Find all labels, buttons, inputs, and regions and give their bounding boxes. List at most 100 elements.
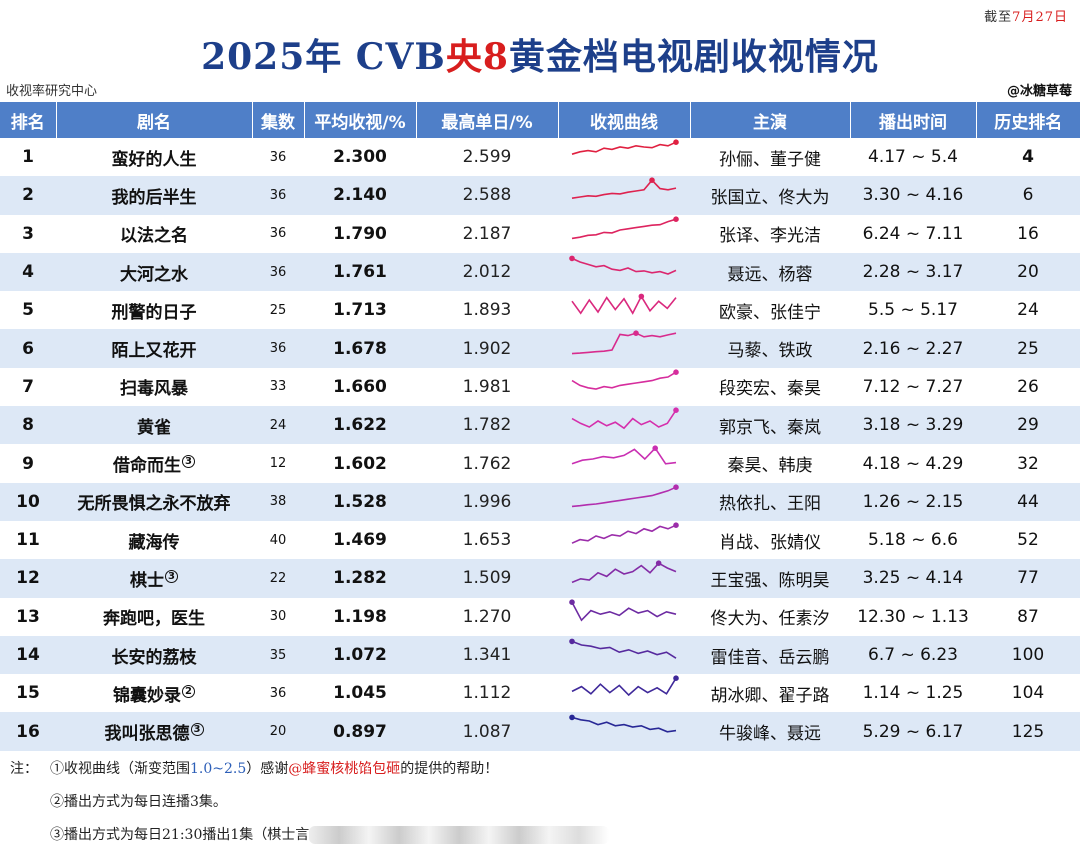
sparkline-line bbox=[571, 218, 677, 239]
drama-name-cell: 刑警的日子 bbox=[111, 302, 197, 323]
table-row: 8 黄雀 24 1.622 1.782 郭京飞、秦岚 3.18 ~ 3.29 29 bbox=[0, 406, 1080, 445]
cast-cell: 段奕宏、秦昊 bbox=[719, 379, 821, 400]
table-row: 1 蛮好的人生 36 2.300 2.599 孙俪、董子健 4.17 ~ 5.4 4 bbox=[0, 138, 1080, 176]
history-rank-cell: 16 bbox=[1017, 223, 1039, 244]
peak-rating-cell: 2.588 bbox=[462, 185, 512, 206]
peak-rating-cell: 2.599 bbox=[462, 147, 512, 168]
sparkline-peak-point bbox=[569, 255, 575, 262]
rating-sparkline bbox=[571, 407, 679, 430]
air-period-cell: 2.28 ~ 3.17 bbox=[862, 262, 964, 283]
episodes-cell: 40 bbox=[269, 532, 287, 548]
sparkline-peak-point bbox=[673, 215, 679, 222]
header-rank: 排名 bbox=[0, 102, 56, 138]
sparkline-peak-point bbox=[638, 293, 645, 300]
peak-rating-cell: 1.653 bbox=[462, 530, 512, 551]
data-source: 收视率研究中心 bbox=[6, 84, 98, 99]
air-period-cell: 1.26 ~ 2.15 bbox=[862, 491, 964, 512]
sparkline-line bbox=[571, 717, 677, 734]
sparkline-peak-point bbox=[673, 369, 679, 375]
rating-sparkline bbox=[571, 293, 677, 316]
rating-sparkline bbox=[571, 177, 677, 200]
rating-sparkline bbox=[569, 255, 677, 275]
peak-rating-cell: 1.996 bbox=[462, 491, 512, 512]
drama-name-cell: 借命而生 3 bbox=[56, 444, 252, 482]
thanks-link[interactable]: @蜂蜜核桃馅包砸 bbox=[288, 761, 401, 777]
drama-name-cell: 扫毒风暴 bbox=[120, 379, 188, 400]
rating-sparkline bbox=[571, 369, 679, 390]
rating-sparkline bbox=[569, 715, 677, 734]
rating-curve-cell bbox=[558, 215, 690, 245]
rank-cell: 9 bbox=[22, 453, 34, 474]
rating-curve-cell bbox=[558, 444, 690, 474]
blurred-overlay bbox=[309, 826, 610, 844]
avg-rating-cell: 1.602 bbox=[333, 453, 387, 474]
air-period-cell: 1.14 ~ 1.25 bbox=[862, 683, 964, 704]
table-row: 3 以法之名 36 1.790 2.187 张译、李光洁 6.24 ~ 7.11 16 bbox=[0, 215, 1080, 253]
peak-rating-cell: 1.762 bbox=[462, 453, 512, 474]
footnote-marker: 3 bbox=[182, 455, 195, 469]
air-period-cell: 5.18 ~ 6.6 bbox=[868, 530, 958, 551]
history-rank-cell: 29 bbox=[1017, 415, 1039, 436]
drama-name-cell: 大河之水 bbox=[120, 264, 188, 285]
cast-cell: 欧豪、张佳宁 bbox=[719, 302, 821, 323]
table-row: 12 棋士 3 22 1.282 1.509 王宝强、陈明昊 3.25 ~ 4.14 77 bbox=[0, 559, 1080, 598]
history-rank-cell: 125 bbox=[1011, 721, 1045, 742]
rank-cell: 15 bbox=[16, 683, 40, 704]
peak-rating-cell: 1.509 bbox=[462, 568, 512, 589]
air-period-cell: 5.29 ~ 6.17 bbox=[862, 721, 964, 742]
footnotes: 注： ①收视曲线（渐变范围1.0~2.5）感谢@蜂蜜核桃馅包砸的提供的帮助！ ②播… bbox=[10, 758, 610, 857]
rating-sparkline bbox=[571, 445, 677, 466]
history-rank-cell: 32 bbox=[1017, 453, 1039, 474]
sparkline-peak-point bbox=[673, 522, 679, 528]
sparkline-peak-point bbox=[673, 484, 679, 490]
cutoff-date: 截至7月27日 bbox=[984, 10, 1068, 25]
sparkline-line bbox=[571, 332, 677, 355]
sparkline-line bbox=[571, 486, 677, 507]
author-credit: @冰糖草莓 bbox=[1006, 84, 1072, 99]
air-period-cell: 3.30 ~ 4.16 bbox=[862, 185, 964, 206]
history-rank-cell: 25 bbox=[1017, 338, 1039, 359]
sparkline-line bbox=[571, 677, 677, 697]
drama-name-cell: 黄雀 bbox=[137, 417, 171, 438]
sparkline-line bbox=[571, 601, 677, 622]
air-period-cell: 3.18 ~ 3.29 bbox=[862, 415, 964, 436]
rating-sparkline bbox=[571, 215, 679, 239]
peak-rating-cell: 1.981 bbox=[462, 376, 512, 397]
history-rank-cell: 24 bbox=[1017, 300, 1039, 321]
cast-cell: 秦昊、韩庚 bbox=[727, 456, 813, 477]
air-period-cell: 6.7 ~ 6.23 bbox=[868, 645, 958, 665]
sparkline-line bbox=[571, 447, 677, 466]
footnote-marker: 2 bbox=[182, 685, 195, 699]
header-avg: 平均收视/% bbox=[303, 102, 416, 138]
sparkline-line bbox=[571, 640, 677, 659]
header-name: 剧名 bbox=[55, 102, 252, 138]
sparkline-peak-point bbox=[569, 715, 575, 721]
rating-curve-cell bbox=[558, 138, 690, 168]
rating-sparkline bbox=[571, 484, 679, 507]
avg-rating-cell: 1.198 bbox=[333, 606, 387, 627]
peak-rating-cell: 2.012 bbox=[462, 262, 512, 283]
episodes-cell: 36 bbox=[269, 187, 287, 203]
rating-curve-cell bbox=[558, 406, 690, 436]
rating-curve-cell bbox=[558, 253, 690, 283]
avg-rating-cell: 1.072 bbox=[333, 645, 387, 665]
peak-rating-cell: 1.112 bbox=[462, 683, 512, 704]
table-row: 14 长安的荔枝 35 1.072 1.341 雷佳音、岳云鹏 6.7 ~ 6.23 100 bbox=[0, 635, 1080, 675]
table-row: 5 刑警的日子 25 1.713 1.893 欧豪、张佳宁 5.5 ~ 5.17 24 bbox=[0, 291, 1080, 329]
air-period-cell: 12.30 ~ 1.13 bbox=[857, 606, 969, 627]
table-row: 4 大河之水 36 1.761 2.012 聂远、杨蓉 2.28 ~ 3.17 20 bbox=[0, 252, 1080, 292]
peak-rating-cell: 1.270 bbox=[462, 606, 512, 627]
peak-rating-cell: 1.902 bbox=[462, 338, 512, 359]
avg-rating-cell: 0.897 bbox=[333, 721, 387, 742]
rating-curve-cell bbox=[558, 329, 690, 359]
rank-cell: 2 bbox=[22, 185, 34, 206]
header-curve: 收视曲线 bbox=[557, 102, 690, 138]
air-period-cell: 5.5 ~ 5.17 bbox=[868, 300, 958, 321]
drama-name-cell: 锦囊妙录 2 bbox=[56, 674, 252, 712]
avg-rating-cell: 1.660 bbox=[333, 376, 387, 397]
rank-cell: 11 bbox=[16, 530, 40, 551]
peak-rating-cell: 1.893 bbox=[462, 300, 512, 321]
sparkline-peak-point bbox=[673, 139, 679, 145]
header-history: 历史排名 bbox=[975, 102, 1080, 138]
peak-rating-cell: 1.782 bbox=[462, 415, 512, 436]
